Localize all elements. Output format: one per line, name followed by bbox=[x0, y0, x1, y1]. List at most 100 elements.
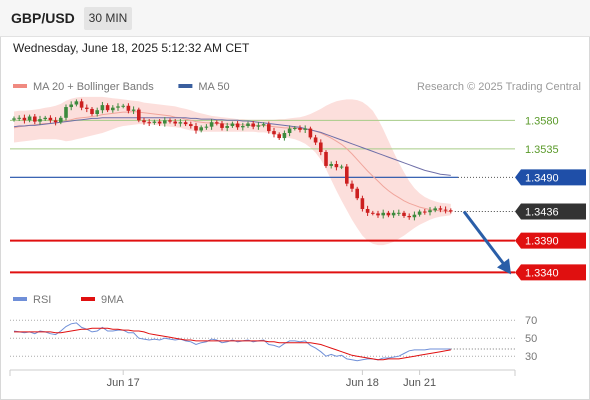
candle-body bbox=[433, 208, 437, 211]
price-level-label: 1.3580 bbox=[525, 115, 559, 127]
candle-body bbox=[365, 209, 370, 213]
candle-body bbox=[111, 107, 115, 111]
candle-body bbox=[209, 122, 214, 127]
candle-body bbox=[235, 123, 240, 128]
time-axis: Jun 17 Jun 18 Jun 21 bbox=[9, 369, 516, 389]
price-level-label: 1.3535 bbox=[525, 144, 559, 156]
price-tag-support bbox=[515, 264, 586, 281]
rsi-level-label: 70 bbox=[525, 315, 537, 327]
candle-body bbox=[178, 122, 183, 124]
candle-body bbox=[324, 152, 328, 166]
datetime-label: Wednesday, June 18, 2025 5:12:32 AM CET bbox=[13, 41, 250, 55]
price-tag-price bbox=[515, 203, 586, 220]
candle-body bbox=[298, 127, 302, 130]
candle-body bbox=[428, 210, 432, 213]
candle-body bbox=[256, 125, 261, 127]
candle-body bbox=[287, 128, 292, 133]
candle-body bbox=[246, 123, 250, 127]
candle-body bbox=[38, 119, 42, 122]
candle-body bbox=[345, 166, 349, 184]
legend: MA 20 + Bollinger Bands MA 50 bbox=[13, 81, 230, 93]
candle-body bbox=[438, 208, 443, 210]
candle-body bbox=[215, 122, 219, 124]
legend-label: MA 20 + Bollinger Bands bbox=[33, 81, 154, 93]
candle-body bbox=[355, 188, 359, 199]
candle-body bbox=[168, 120, 172, 122]
candle-body bbox=[43, 117, 47, 120]
candle-body bbox=[407, 215, 411, 218]
candle-body bbox=[417, 211, 422, 215]
time-axis-label: Jun 17 bbox=[107, 377, 140, 389]
interval-button[interactable]: 30 MIN bbox=[84, 7, 132, 30]
candle-body bbox=[189, 124, 193, 127]
price-levels bbox=[10, 119, 515, 274]
candle-body bbox=[105, 105, 110, 111]
candle-body bbox=[282, 133, 287, 139]
candle-body bbox=[48, 117, 53, 121]
candle-body bbox=[53, 120, 58, 123]
price-tag-resistance bbox=[515, 169, 586, 186]
candle-body bbox=[131, 109, 136, 111]
candle-body bbox=[261, 124, 266, 126]
rsi-line bbox=[13, 322, 451, 362]
candle-body bbox=[386, 212, 391, 216]
rsi-legend-label: RSI bbox=[33, 294, 51, 306]
bollinger-bands bbox=[14, 96, 451, 246]
rsi-ma-line bbox=[14, 327, 451, 361]
price-tags: 1.3580 1.3535 1.3490 1.3436 1.3390 1.3340 bbox=[515, 115, 586, 281]
candle-body bbox=[381, 212, 385, 216]
candle-body bbox=[241, 126, 245, 128]
candle-body bbox=[64, 107, 68, 118]
candle-body bbox=[152, 121, 157, 123]
candle-body bbox=[199, 127, 203, 131]
candle-body bbox=[277, 134, 281, 139]
legend-swatch bbox=[178, 84, 193, 88]
candle-body bbox=[272, 131, 276, 135]
price-level-label: 1.3436 bbox=[525, 207, 559, 219]
candle-body bbox=[329, 164, 333, 166]
candle-body bbox=[339, 166, 344, 168]
candle-body bbox=[137, 109, 141, 121]
candle-body bbox=[220, 123, 224, 128]
time-axis-label: Jun 18 bbox=[346, 377, 379, 389]
time-axis-label: Jun 21 bbox=[403, 377, 436, 389]
candle-body bbox=[100, 105, 105, 111]
candle-body bbox=[85, 107, 89, 109]
candle-body bbox=[334, 164, 339, 168]
candle-body bbox=[157, 121, 162, 124]
candle-body bbox=[251, 123, 255, 127]
candle-body bbox=[173, 121, 177, 124]
candle-body bbox=[397, 212, 401, 214]
candle-body bbox=[12, 118, 16, 120]
copyright-label: Research © 2025 Trading Central bbox=[417, 81, 581, 93]
candle-body bbox=[443, 209, 448, 211]
candle-body bbox=[17, 117, 21, 119]
projection-arrow-shaft bbox=[462, 210, 506, 266]
price-level-label: 1.3390 bbox=[525, 236, 559, 248]
legend-swatch bbox=[13, 84, 27, 88]
candle-body bbox=[27, 116, 32, 121]
candle-body bbox=[194, 126, 198, 131]
candle-body bbox=[33, 116, 37, 122]
candle-body bbox=[313, 137, 318, 143]
candle-body bbox=[142, 120, 146, 123]
symbol-label: GBP/USD bbox=[11, 10, 75, 26]
candle-body bbox=[90, 108, 94, 114]
candle-body bbox=[225, 126, 229, 128]
candle-body bbox=[230, 123, 235, 127]
rsi-legend: RSI 9MA bbox=[13, 294, 124, 306]
candle-body bbox=[308, 128, 313, 138]
candle-body bbox=[183, 122, 188, 125]
candle-body bbox=[22, 117, 27, 121]
candle-body bbox=[391, 212, 396, 216]
candle-body bbox=[412, 214, 417, 218]
candle-body bbox=[350, 183, 354, 189]
legend-label: MA 50 bbox=[198, 81, 229, 93]
candle-body bbox=[95, 110, 99, 114]
candle-body bbox=[121, 105, 125, 107]
candlesticks bbox=[12, 98, 453, 221]
candle-body bbox=[147, 122, 151, 124]
rsi-legend-swatch bbox=[13, 297, 27, 301]
candle-body bbox=[163, 120, 167, 124]
projection-arrow bbox=[462, 210, 511, 275]
